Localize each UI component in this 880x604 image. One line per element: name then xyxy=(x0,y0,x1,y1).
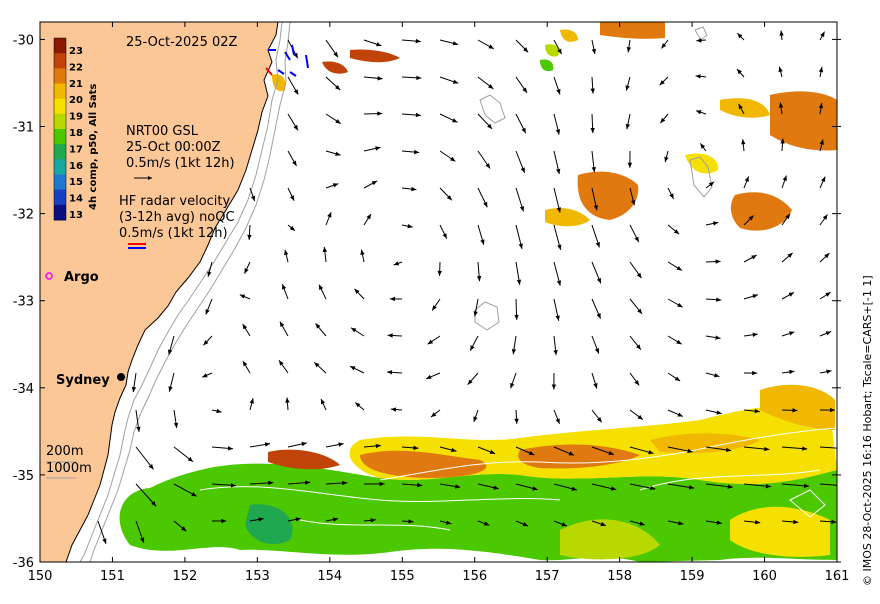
colorbar-tick-label: 20 xyxy=(69,95,83,106)
colorbar-swatch xyxy=(54,99,66,115)
argo-label: Argo xyxy=(64,270,99,285)
sydney-label: Sydney xyxy=(56,373,110,388)
gsl-legend-scale: 0.5m/s (1kt 12h) xyxy=(126,156,235,171)
depth-200-label: 200m xyxy=(46,444,83,459)
lon-tick-label: 157 xyxy=(535,569,560,584)
lat-tick-label: -31 xyxy=(13,121,34,136)
radar-legend-scale: 0.5m/s (1kt 12h) xyxy=(119,226,228,241)
lat-tick-label: -32 xyxy=(13,208,34,223)
colorbar-tick-label: 14 xyxy=(69,194,83,205)
depth-1000-label: 1000m xyxy=(46,461,92,476)
colorbar-swatch xyxy=(54,205,66,221)
gsl-legend-time: 25-Oct 00:00Z xyxy=(126,140,221,155)
lon-tick-label: 160 xyxy=(752,569,777,584)
radar-legend-title: HF radar velocity xyxy=(119,194,231,209)
colorbar-swatch xyxy=(54,190,66,206)
lon-tick-label: 153 xyxy=(245,569,270,584)
lat-tick-label: -30 xyxy=(13,33,34,48)
sydney-marker xyxy=(117,373,125,381)
colorbar-tick-label: 15 xyxy=(69,177,83,188)
colorbar-swatch xyxy=(54,53,66,69)
colorbar-swatch xyxy=(54,129,66,145)
colorbar-swatch xyxy=(54,114,66,130)
colorbar-tick-label: 17 xyxy=(69,144,83,155)
colorbar-swatch xyxy=(54,159,66,175)
colorbar-tick-label: 18 xyxy=(69,128,83,139)
lon-tick-label: 151 xyxy=(100,569,125,584)
lon-tick-label: 158 xyxy=(607,569,632,584)
lat-tick-label: -35 xyxy=(13,469,34,484)
lat-tick-label: -36 xyxy=(13,556,34,571)
map-timestamp: 25-Oct-2025 02Z xyxy=(126,35,238,50)
colorbar-tick-label: 16 xyxy=(69,161,83,172)
lon-tick-label: 159 xyxy=(680,569,705,584)
radar-legend-avg: (3-12h avg) noQC xyxy=(119,210,235,225)
colorbar-tick-label: 21 xyxy=(69,79,83,90)
lon-tick-label: 155 xyxy=(390,569,415,584)
colorbar-swatch xyxy=(54,68,66,84)
colorbar-tick-label: 19 xyxy=(69,112,83,123)
colorbar-tick-label: 23 xyxy=(69,46,83,57)
colorbar-tick-label: 13 xyxy=(69,210,83,221)
lat-tick-label: -34 xyxy=(13,382,34,397)
colorbar-swatch xyxy=(54,84,66,100)
lon-tick-label: 152 xyxy=(172,569,197,584)
colorbar-swatch xyxy=(54,175,66,191)
credit-text: © IMOS 28-Oct-2025 16:16 Hobart; Tscale=… xyxy=(861,275,874,586)
sst-orange-top xyxy=(600,22,665,39)
lon-tick-label: 150 xyxy=(28,569,53,584)
colorbar-tick-label: 22 xyxy=(69,62,83,73)
gsl-legend-title: NRT00 GSL xyxy=(126,124,199,139)
colorbar-label: 4h comp, p50, All Sats xyxy=(88,84,99,210)
lon-tick-label: 156 xyxy=(462,569,487,584)
colorbar-swatch xyxy=(54,38,66,54)
lon-tick-label: 161 xyxy=(825,569,850,584)
colorbar-swatch xyxy=(54,144,66,160)
lat-tick-label: -33 xyxy=(13,295,34,310)
lon-tick-label: 154 xyxy=(317,569,342,584)
